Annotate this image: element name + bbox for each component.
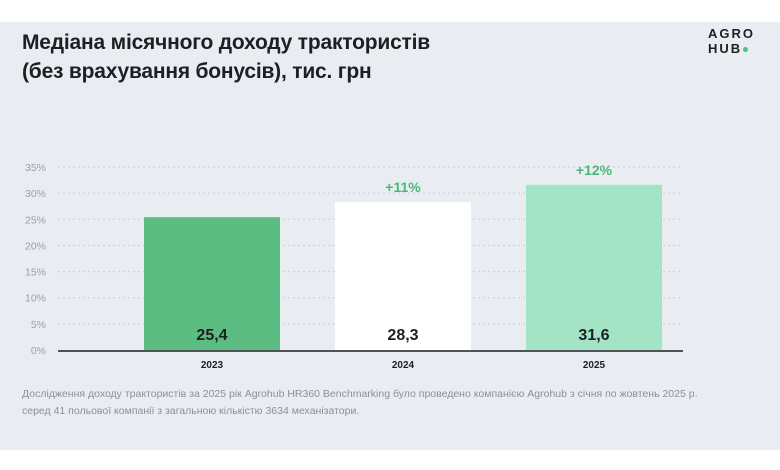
title-line-1: Медіана місячного доходу трактористів — [22, 31, 430, 54]
bar-2024 — [335, 202, 471, 350]
y-tick-label: 20% — [25, 240, 46, 252]
agrohub-logo: AGRO HUB — [708, 26, 755, 56]
value-label: 28,3 — [387, 327, 418, 344]
logo-line-2: HUB — [708, 41, 743, 56]
y-tick-label: 15% — [25, 267, 46, 279]
x-tick-label: 2023 — [201, 360, 224, 371]
y-tick-label: 30% — [25, 188, 46, 200]
bar-2025 — [526, 184, 662, 350]
value-label: 31,6 — [578, 327, 609, 344]
y-tick-label: 35% — [25, 162, 46, 174]
footnote-line-2: серед 41 польової компанії з загальною к… — [22, 405, 360, 417]
y-tick-label: 5% — [31, 319, 46, 331]
logo-line-1: AGRO — [708, 26, 755, 41]
y-tick-label: 0% — [31, 345, 46, 357]
footnote: Дослідження доходу трактористів за 2025 … — [22, 386, 698, 420]
value-label: 25,4 — [196, 327, 227, 344]
x-tick-label: 2025 — [583, 360, 606, 371]
chart-title: Медіана місячного доходу трактористів (бе… — [22, 28, 430, 86]
bar-2023 — [144, 217, 280, 350]
y-tick-label: 10% — [25, 293, 46, 305]
title-line-2: (без врахування бонусів), тис. грн — [22, 60, 372, 83]
growth-label: +12% — [576, 162, 613, 178]
y-tick-label: 25% — [25, 214, 46, 226]
growth-label: +11% — [385, 179, 421, 195]
x-tick-label: 2024 — [392, 360, 415, 371]
logo-dot-icon — [743, 47, 749, 53]
footnote-line-1: Дослідження доходу трактористів за 2025 … — [22, 388, 698, 400]
